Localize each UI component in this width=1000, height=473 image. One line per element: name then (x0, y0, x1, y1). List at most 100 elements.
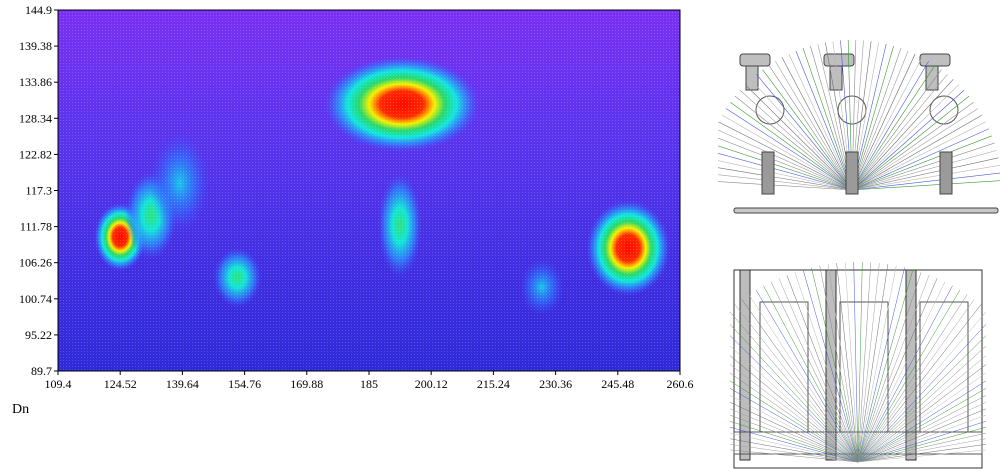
top-ray (750, 79, 853, 191)
bottom-ray (730, 420, 859, 463)
top-ray (756, 74, 853, 191)
bottom-ray (857, 335, 986, 463)
bottom-ray (730, 380, 859, 463)
bottom-ray (763, 285, 859, 463)
bottom-ray (857, 294, 968, 463)
x-tick-label: 185 (360, 377, 378, 391)
top-ray (725, 108, 853, 191)
y-tick-label: 95.22 (25, 328, 52, 342)
bottom-ray (755, 289, 859, 463)
mid-leg (845, 151, 859, 195)
y-tick-label: 139.38 (19, 39, 52, 53)
x-tick-label: 245.48 (601, 377, 634, 391)
bottom-ray (730, 426, 859, 463)
top-ray (788, 53, 853, 191)
bottom-ray (853, 262, 859, 463)
bottom-ray (857, 323, 986, 463)
x-tick-label: 260.6 (667, 377, 694, 391)
top-ray (730, 101, 853, 191)
bottom-ray (857, 289, 961, 463)
bottom-ray (857, 414, 986, 463)
top-ray (768, 65, 853, 191)
bottom-ray (741, 299, 859, 463)
bottom-ray (730, 364, 859, 463)
bottom-ray (730, 388, 859, 463)
unit-right-cap (919, 53, 951, 67)
top-ray (851, 180, 1000, 191)
bottom-ray (857, 299, 975, 463)
bottom-ray (857, 262, 863, 463)
bottom-ray (857, 274, 930, 463)
top-ray (851, 79, 954, 191)
column-1 (739, 269, 751, 461)
x-tick-label: 154.76 (228, 377, 261, 391)
bottom-ray (857, 263, 880, 463)
top-ray (802, 48, 853, 191)
bottom-ray (730, 395, 859, 463)
y-tick-label: 111.78 (20, 220, 52, 234)
top-ray (851, 74, 948, 191)
y-tick-label: 133.86 (19, 75, 52, 89)
top-ray (734, 95, 853, 191)
x-tick-label: 215.24 (477, 377, 510, 391)
top-ray (718, 174, 853, 191)
bottom-ray (836, 263, 859, 463)
x-tick-label: 109.4 (45, 377, 72, 391)
top-ray (851, 157, 999, 191)
top-ray (718, 152, 853, 191)
bottom-ray (730, 345, 859, 463)
bottom-ray (730, 372, 859, 463)
bottom-ray (730, 408, 859, 463)
bottom-ray (730, 355, 859, 463)
bottom-ray (844, 262, 859, 463)
top-ray (851, 48, 902, 191)
top-ray (718, 181, 853, 191)
bottom-ray (857, 267, 905, 463)
plot-area (57, 9, 681, 372)
bottom-schematic (730, 262, 986, 472)
top-ray (851, 65, 936, 191)
bottom-ray (857, 262, 872, 463)
x-axis-label: Dn (12, 402, 30, 417)
bottom-ray (730, 401, 859, 463)
bottom-ray (730, 414, 859, 463)
top-ray (762, 69, 853, 191)
bottom-ray (857, 372, 986, 463)
bottom-ray (811, 267, 859, 463)
top-ray (851, 84, 960, 191)
bottom-ray (857, 264, 889, 463)
bottom-ray (857, 304, 982, 463)
top-ray (851, 90, 965, 191)
bottom-ray (802, 269, 859, 463)
bottom-ray (857, 281, 946, 463)
unit-mid-cap (823, 53, 855, 67)
bottom-ray (857, 444, 986, 463)
top-ray (851, 172, 1000, 191)
bottom-ray (857, 449, 986, 463)
top-ray (851, 108, 979, 191)
dither-overlay (58, 10, 680, 371)
top-ray (851, 60, 929, 191)
top-ray (851, 95, 970, 191)
top-ray (851, 128, 990, 191)
top-ray (851, 53, 916, 191)
bottom-ray (857, 345, 986, 463)
top-ray (851, 121, 986, 191)
y-tick-label: 117.3 (25, 184, 52, 198)
bottom-ray (730, 323, 859, 463)
bottom-ray (857, 380, 986, 463)
mid-ring (837, 95, 867, 125)
bottom-ray (770, 281, 859, 463)
top-ray (744, 84, 853, 191)
top-ray (739, 90, 853, 191)
bottom-ray (857, 426, 986, 463)
bottom-ray (794, 272, 859, 463)
left-leg (761, 151, 775, 195)
bottom-ray (857, 269, 914, 463)
x-tick-label: 230.36 (539, 377, 572, 391)
top-ray (851, 101, 974, 191)
bottom-ray (857, 388, 986, 463)
bottom-ray (857, 355, 986, 463)
bottom-ray (857, 438, 986, 463)
